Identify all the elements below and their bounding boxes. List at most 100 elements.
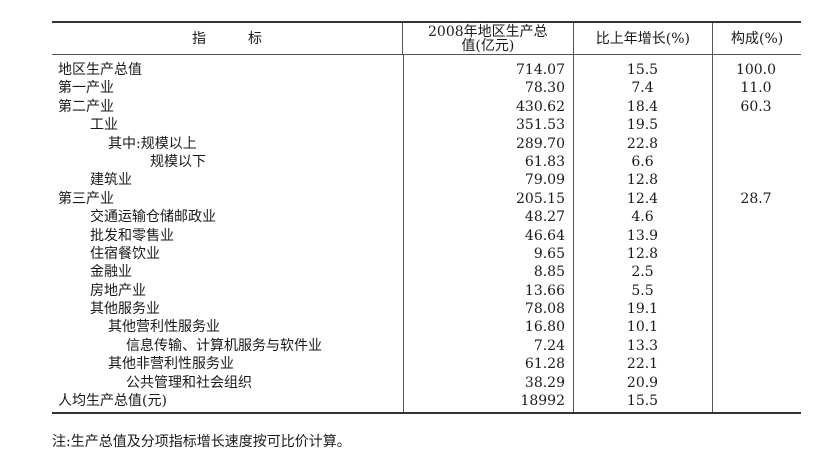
table-header: 指 标 2008年地区生产总值(亿元) 比上年增长(%) 构成(%)	[52, 23, 801, 55]
row-value: 16.80	[524, 319, 565, 336]
row-value: 9.65	[533, 245, 565, 262]
row-value: 13.66	[524, 282, 565, 299]
row-growth: 10.1	[626, 319, 659, 336]
header-indicator: 指 标	[192, 30, 263, 47]
row-label: 第二产业	[58, 98, 114, 115]
row-growth: 15.5	[626, 393, 659, 410]
table-row: 公共管理和社会组织 38.29 20.9	[52, 374, 801, 392]
row-label: 公共管理和社会组织	[126, 374, 252, 391]
row-growth: 2.5	[631, 264, 654, 281]
row-label: 批发和零售业	[90, 227, 174, 244]
row-share	[712, 116, 800, 134]
row-value: 430.62	[516, 98, 565, 115]
table-row: 信息传输、计算机服务与软件业 7.24 13.3	[52, 337, 801, 355]
row-label: 信息传输、计算机服务与软件业	[126, 337, 322, 354]
row-value: 61.83	[524, 153, 565, 170]
row-share: 100.0	[735, 62, 777, 78]
gdp-table: 指 标 2008年地区生产总值(亿元) 比上年增长(%) 构成(%) 地区生产总…	[52, 21, 801, 415]
column-divider	[573, 55, 574, 413]
table-row: 其中:规模以上 289.70 22.8	[52, 135, 801, 153]
header-share: 构成(%)	[712, 23, 801, 54]
table-row: 交通运输仓储邮政业 48.27 4.6	[52, 208, 801, 226]
row-share	[712, 135, 800, 153]
row-label: 金融业	[90, 264, 132, 281]
table-row: 地区生产总值 714.07 15.5 100.0	[52, 61, 801, 79]
row-share	[712, 282, 800, 300]
footnote: 注:生产总值及分项指标增长速度按可比价计算。	[52, 434, 351, 450]
row-label: 房地产业	[90, 282, 146, 299]
row-value: 38.29	[524, 374, 565, 391]
row-label: 建筑业	[90, 172, 132, 189]
row-value: 714.07	[516, 62, 565, 78]
row-value: 78.08	[524, 301, 565, 318]
row-growth: 6.6	[631, 153, 654, 170]
row-label: 交通运输仓储邮政业	[90, 209, 216, 226]
row-share	[712, 171, 800, 189]
table-row: 人均生产总值(元) 18992 15.5	[52, 392, 801, 410]
header-growth: 比上年增长(%)	[572, 23, 713, 54]
table-body: 地区生产总值 714.07 15.5 100.0 第一产业 78.30 7.4 11.0 第二产…	[52, 55, 801, 413]
row-share	[712, 208, 800, 226]
row-value: 289.70	[516, 135, 565, 152]
row-label: 其他营利性服务业	[108, 319, 220, 336]
table-row: 第一产业 78.30 7.4 11.0	[52, 79, 801, 97]
row-growth: 19.1	[626, 301, 659, 318]
table-row: 批发和零售业 46.64 13.9	[52, 227, 801, 245]
column-divider	[712, 55, 713, 413]
table-row: 其他服务业 78.08 19.1	[52, 300, 801, 318]
table-row: 第二产业 430.62 18.4 60.3	[52, 98, 801, 116]
row-growth: 12.4	[626, 190, 659, 207]
row-growth: 22.8	[626, 135, 659, 152]
row-label: 规模以下	[150, 153, 206, 170]
row-growth: 4.6	[631, 209, 654, 226]
row-value: 205.15	[516, 190, 565, 207]
row-growth: 15.5	[626, 62, 659, 78]
row-growth: 12.8	[626, 172, 659, 189]
row-value: 7.24	[533, 337, 565, 354]
row-share	[712, 355, 800, 373]
table-row: 规模以下 61.83 6.6	[52, 153, 801, 171]
row-label: 其他服务业	[90, 301, 160, 318]
row-value: 351.53	[516, 117, 565, 134]
row-label: 地区生产总值	[58, 62, 142, 78]
row-label: 住宿餐饮业	[90, 245, 160, 262]
row-share: 11.0	[740, 80, 772, 97]
row-share: 28.7	[740, 190, 772, 207]
table-row: 住宿餐饮业 9.65 12.8	[52, 245, 801, 263]
row-share: 60.3	[740, 98, 772, 115]
row-share	[712, 337, 800, 355]
row-label: 其中:规模以上	[108, 135, 197, 152]
header-gdp-value: 2008年地区生产总值(亿元)	[402, 23, 573, 54]
table-row: 建筑业 79.09 12.8	[52, 171, 801, 189]
row-growth: 12.8	[626, 245, 659, 262]
row-value: 48.27	[524, 209, 565, 226]
row-label: 第一产业	[58, 80, 114, 97]
row-growth: 19.5	[626, 117, 659, 134]
row-growth: 7.4	[631, 80, 654, 97]
table-row: 其他非营利性服务业 61.28 22.1	[52, 355, 801, 373]
row-value: 79.09	[524, 172, 565, 189]
row-growth: 18.4	[626, 98, 659, 115]
row-growth: 13.3	[626, 337, 659, 354]
column-divider	[403, 55, 404, 413]
table-row: 其他营利性服务业 16.80 10.1	[52, 318, 801, 336]
row-share	[712, 263, 800, 281]
row-share	[712, 374, 800, 392]
table-row: 工业 351.53 19.5	[52, 116, 801, 134]
table-row: 第三产业 205.15 12.4 28.7	[52, 190, 801, 208]
table-row: 房地产业 13.66 5.5	[52, 282, 801, 300]
row-share	[712, 153, 800, 171]
row-value: 46.64	[524, 227, 565, 244]
row-value: 61.28	[524, 356, 565, 373]
row-share	[712, 392, 800, 410]
row-growth: 22.1	[626, 356, 659, 373]
row-growth: 20.9	[626, 374, 659, 391]
row-label: 工业	[90, 117, 118, 134]
row-share	[712, 318, 800, 336]
row-share	[712, 300, 800, 318]
row-label: 其他非营利性服务业	[108, 356, 234, 373]
row-label: 人均生产总值(元)	[58, 393, 167, 410]
row-value: 8.85	[533, 264, 565, 281]
row-value: 18992	[520, 393, 565, 410]
row-growth: 13.9	[626, 227, 659, 244]
